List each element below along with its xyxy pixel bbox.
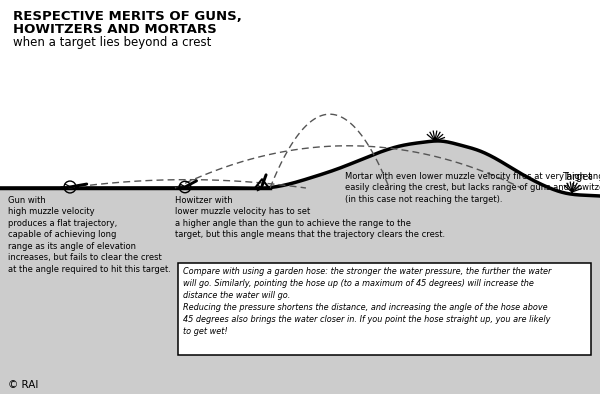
- Text: HOWITZERS AND MORTARS: HOWITZERS AND MORTARS: [13, 23, 217, 36]
- Text: Compare with using a garden hose: the stronger the water pressure, the further t: Compare with using a garden hose: the st…: [183, 267, 551, 336]
- FancyBboxPatch shape: [178, 263, 591, 355]
- Polygon shape: [0, 141, 600, 394]
- Text: RESPECTIVE MERITS OF GUNS,: RESPECTIVE MERITS OF GUNS,: [13, 10, 242, 23]
- Text: Mortar with even lower muzzle velocity fires at very high angle,
easily clearing: Mortar with even lower muzzle velocity f…: [345, 172, 600, 204]
- Text: © RAI: © RAI: [8, 380, 38, 390]
- Text: Howitzer with
lower muzzle velocity has to set
a higher angle than the gun to ac: Howitzer with lower muzzle velocity has …: [175, 196, 445, 239]
- Text: when a target lies beyond a crest: when a target lies beyond a crest: [13, 36, 211, 49]
- Text: Gun with
high muzzle velocity
produces a flat trajectory,
capable of achieving l: Gun with high muzzle velocity produces a…: [8, 196, 171, 274]
- Text: Target: Target: [562, 172, 592, 182]
